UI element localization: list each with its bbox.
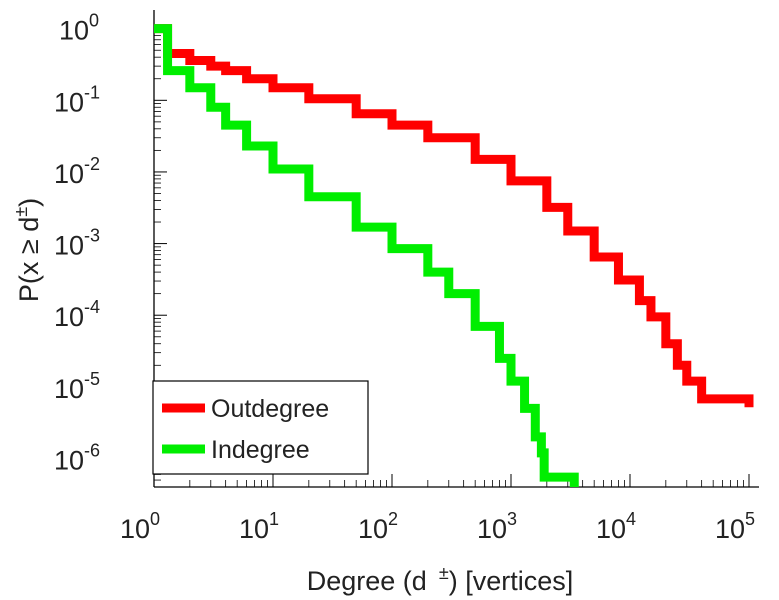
y-axis-label-sup: ± [11,207,31,217]
x-tick-base: 10 [596,514,626,544]
y-tick-exp: -4 [84,297,100,317]
y-tick-base: 10 [54,302,84,332]
y-tick-base: 10 [54,374,84,404]
y-axis-label-tail: ) [14,198,44,207]
x-tick-exp: 2 [388,509,398,529]
x-axis-label-sup: ± [439,563,449,583]
y-tick-label: 10-3 [54,226,100,261]
x-tick-exp: 3 [507,509,517,529]
x-tick-base: 10 [120,514,150,544]
legend: Outdegree Indegree [152,380,369,475]
y-tick-label: 10-4 [54,297,100,332]
y-tick-label: 10-2 [54,154,100,189]
y-tick-exp: -6 [84,440,100,460]
legend-label-indegree: Indegree [211,436,310,464]
x-tick-labels: 100 101 102 103 104 105 [120,509,755,544]
y-tick-label: 10-5 [54,369,100,404]
legend-label-outdegree: Outdegree [211,395,329,423]
x-tick-label: 101 [239,509,279,544]
y-tick-label: 10-6 [54,440,100,475]
y-tick-base: 10 [54,231,84,261]
x-tick-base: 10 [358,514,388,544]
legend-box [152,380,369,475]
y-tick-exp: 0 [89,11,99,31]
y-axis-label-main: P(x ≥ d [14,217,44,302]
y-axis-label: P(x ≥ d±) [11,198,44,302]
y-tick-exp: -3 [84,226,100,246]
y-tick-exp: -2 [84,154,100,174]
y-tick-base: 10 [54,159,84,189]
x-tick-exp: 0 [150,509,160,529]
y-tick-exp: -5 [84,369,100,389]
y-tick-base: 10 [54,445,84,475]
x-tick-label: 103 [477,509,517,544]
x-axis-label: Degree (d ±) [vertices] [307,563,574,596]
x-tick-base: 10 [239,514,269,544]
x-tick-label: 104 [596,509,636,544]
x-tick-base: 10 [715,514,745,544]
series-line-indegree [154,24,579,487]
x-tick-label: 102 [358,509,398,544]
y-tick-base: 10 [54,87,84,117]
x-axis-label-tail: ) [vertices] [449,566,574,596]
y-tick-label: 100 [59,11,99,46]
x-tick-exp: 5 [745,509,755,529]
y-tick-label: 10-1 [54,82,100,117]
series-layer [154,24,754,487]
y-tick-exp: -1 [84,82,100,102]
x-tick-exp: 4 [626,509,636,529]
x-tick-base: 10 [477,514,507,544]
series-line-outdegree [154,24,754,408]
x-tick-label: 105 [715,509,755,544]
x-tick-label: 100 [120,509,160,544]
x-axis-label-main: Degree (d [307,566,427,596]
x-tick-exp: 1 [269,509,279,529]
y-tick-base: 10 [59,16,89,46]
